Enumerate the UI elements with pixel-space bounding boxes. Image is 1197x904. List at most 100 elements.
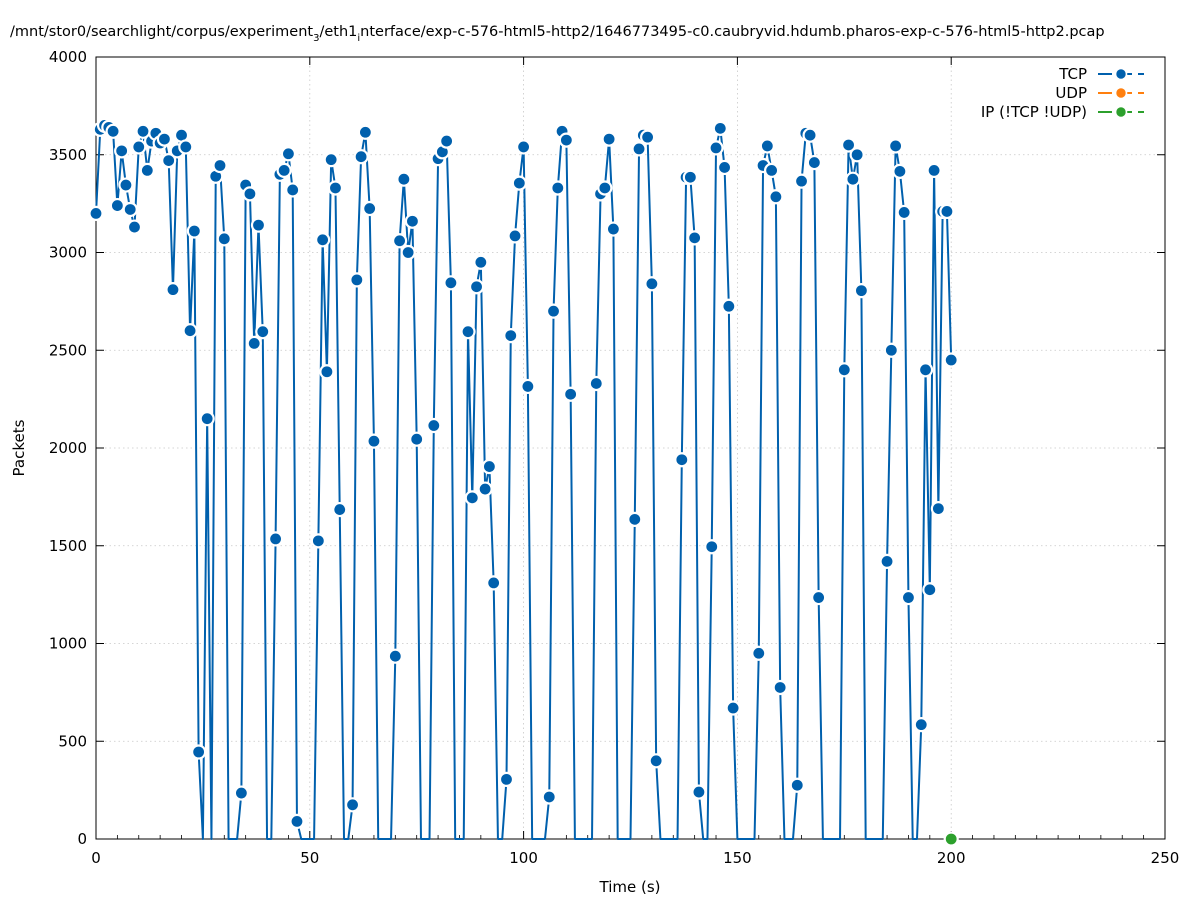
series-point-0 — [362, 200, 378, 217]
series-point-0 — [640, 129, 656, 145]
series-point-0 — [520, 378, 536, 395]
series-point-0 — [332, 501, 348, 518]
chart-title: /mnt/stor0/searchlight/corpus/experiment… — [10, 24, 1105, 44]
series-point-0 — [404, 213, 421, 229]
series-point-0 — [644, 276, 660, 292]
series-point-0 — [267, 531, 284, 547]
series-point-0 — [285, 182, 301, 198]
series-point-0 — [883, 342, 899, 358]
series-point-0 — [503, 327, 519, 344]
series-point-0 — [349, 272, 365, 288]
series-point-0 — [845, 171, 861, 187]
x-tick-label: 100 — [509, 849, 538, 867]
series-layer — [88, 117, 959, 847]
legend-marker — [1114, 86, 1128, 100]
series-point-0 — [486, 575, 502, 591]
series-point-0 — [806, 154, 822, 171]
series-point-0 — [139, 162, 155, 178]
series-point-0 — [507, 228, 523, 244]
series-point-0 — [772, 679, 788, 696]
series-point-0 — [481, 458, 497, 475]
series-point-0 — [473, 254, 489, 270]
series-point-0 — [191, 744, 207, 760]
x-axis-label: Time (s) — [599, 878, 661, 896]
x-tick-label: 250 — [1151, 849, 1180, 867]
series-point-0 — [563, 386, 579, 402]
x-tick-label: 0 — [91, 849, 101, 867]
series-point-0 — [793, 173, 810, 189]
series-point-0 — [802, 127, 818, 143]
series-point-0 — [315, 232, 331, 248]
series-point-0 — [836, 362, 852, 378]
series-point-0 — [255, 324, 271, 340]
series-point-0 — [289, 813, 305, 830]
series-point-0 — [900, 589, 917, 606]
series-point-0 — [276, 162, 292, 178]
series-point-0 — [182, 323, 198, 339]
series-point-0 — [541, 789, 557, 805]
series-point-0 — [319, 364, 335, 380]
series-point-0 — [764, 162, 780, 178]
series-point-0 — [917, 362, 934, 378]
series-point-0 — [627, 511, 643, 527]
series-point-0 — [387, 648, 403, 664]
series-point-0 — [477, 481, 493, 497]
series-point-0 — [439, 133, 455, 149]
legend-label: TCP — [1058, 65, 1087, 83]
series-point-2 — [943, 831, 959, 847]
series-point-0 — [605, 221, 621, 237]
series-point-0 — [118, 177, 134, 193]
series-point-0 — [426, 417, 442, 434]
series-point-0 — [687, 230, 703, 246]
series-point-0 — [930, 501, 946, 517]
series-point-0 — [357, 124, 373, 140]
series-point-0 — [811, 589, 827, 606]
series-point-0 — [122, 201, 138, 218]
series-point-0 — [631, 141, 647, 157]
series-point-0 — [708, 140, 724, 156]
series-point-0 — [468, 279, 485, 295]
series-point-0 — [212, 157, 228, 174]
series-point-0 — [216, 231, 232, 247]
tick-layer: 0 50 100 150 200 2500500100015002000250030003… — [49, 48, 1180, 867]
y-tick-label: 1500 — [49, 537, 87, 555]
series-point-0 — [242, 186, 258, 202]
series-point-0 — [186, 223, 202, 239]
series-point-0 — [327, 180, 344, 196]
series-point-0 — [165, 282, 181, 298]
series-point-0 — [126, 219, 143, 235]
series-point-0 — [515, 139, 532, 155]
series-point-0 — [922, 582, 938, 598]
series-point-0 — [840, 137, 857, 153]
x-tick-label: 150 — [723, 849, 752, 867]
series-point-0 — [310, 533, 326, 549]
y-tick-label: 1000 — [49, 635, 87, 653]
series-point-0 — [789, 777, 805, 793]
series-point-0 — [768, 189, 784, 205]
series-point-0 — [323, 152, 339, 168]
series-point-0 — [879, 553, 895, 569]
series-point-0 — [716, 159, 733, 176]
series-point-0 — [558, 132, 574, 148]
y-tick-label: 500 — [58, 732, 87, 750]
series-point-0 — [344, 797, 361, 813]
y-tick-label: 2500 — [49, 341, 87, 359]
x-tick-label: 200 — [937, 849, 966, 867]
series-point-0 — [114, 143, 130, 159]
series-point-0 — [400, 244, 416, 261]
series-point-0 — [464, 490, 480, 506]
legend-marker — [1114, 105, 1128, 119]
series-point-0 — [161, 153, 177, 169]
y-axis-label: Packets — [10, 419, 28, 476]
series-point-0 — [246, 335, 262, 352]
series-point-0 — [409, 431, 425, 447]
series-point-0 — [751, 645, 767, 661]
series-point-0 — [391, 233, 408, 249]
series-point-0 — [691, 784, 707, 800]
y-tick-label: 3000 — [49, 244, 87, 262]
series-point-0 — [759, 138, 775, 154]
legend-marker — [1114, 67, 1128, 81]
series-point-0 — [353, 149, 369, 165]
x-tick-label: 50 — [300, 849, 319, 867]
